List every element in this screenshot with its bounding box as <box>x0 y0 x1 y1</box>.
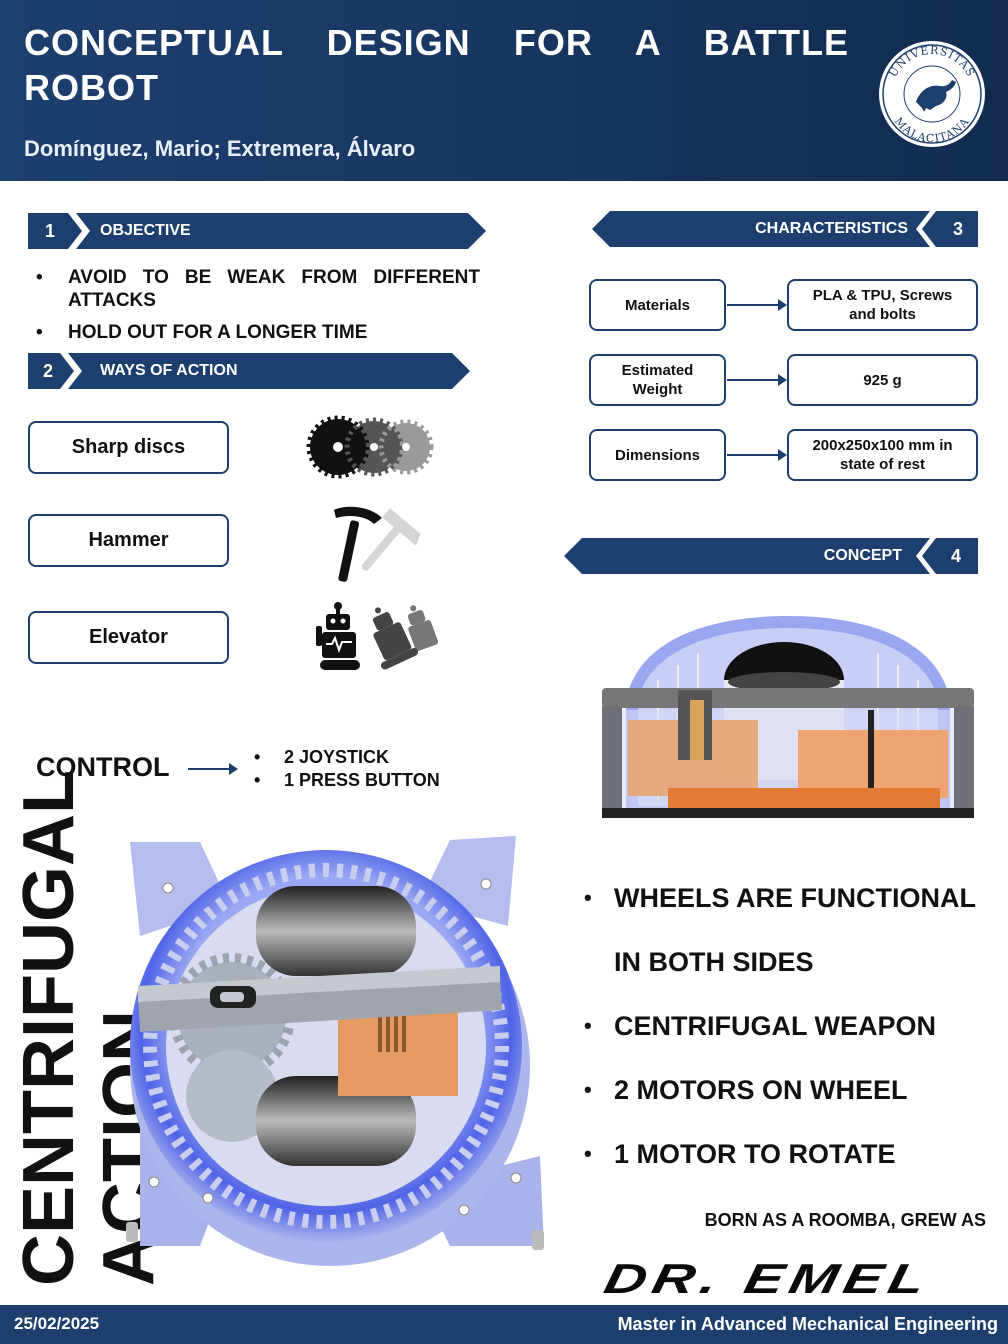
objective-item: HOLD OUT FOR A LONGER TIME <box>30 321 480 344</box>
footer-bar: 25/02/2025 Master in Advanced Mechanical… <box>0 1305 1008 1344</box>
characteristics-title: CHARACTERISTICS <box>755 220 908 237</box>
char-value-dimensions: 200x250x100 mm in state of rest <box>787 429 978 481</box>
control-item: 1 PRESS BUTTON <box>252 769 440 792</box>
robots-icon <box>316 602 439 670</box>
header-banner: CONCEPTUAL DESIGN FOR A BATTLE ROBOT Dom… <box>0 0 1008 181</box>
vertical-text-centrifugal: CENTRIFUGAL <box>9 770 89 1286</box>
tagline: BORN AS A ROOMBA, GREW AS <box>704 1210 986 1230</box>
objective-title: OBJECTIVE <box>100 222 191 239</box>
char-value-materials: PLA & TPU, Screws and bolts <box>787 279 978 331</box>
way-elevator: Elevator <box>28 611 229 664</box>
poster-title: CONCEPTUAL DESIGN FOR A BATTLE ROBOT <box>24 22 849 108</box>
feature-item-continued: IN BOTH SIDES <box>614 947 814 977</box>
ways-header <box>28 353 470 389</box>
objective-number: 1 <box>44 220 55 241</box>
char-value-weight: 925 g <box>787 354 978 406</box>
ways-title: WAYS OF ACTION <box>100 362 238 379</box>
feature-item: CENTRIFUGAL WEAPON <box>584 994 976 1058</box>
char-name-weight: Estimated Weight <box>589 354 726 406</box>
char-name-dimensions: Dimensions <box>589 429 726 481</box>
objective-item: AVOID TO BE WEAK FROM DIFFERENT ATTACKS <box>30 266 480 312</box>
char-arrow <box>727 299 787 311</box>
characteristics-header <box>592 211 978 247</box>
robot-isometric-render <box>126 836 544 1266</box>
university-seal-icon: UNIVERSITAS MALACITANA <box>879 41 985 147</box>
footer-date: 25/02/2025 <box>14 1314 100 1333</box>
concept-title: CONCEPT <box>823 547 902 564</box>
concept-header <box>564 538 978 574</box>
robot-name-logo: DR. EMEL <box>600 1255 936 1303</box>
char-arrow <box>727 374 787 386</box>
feature-item: 2 MOTORS ON WHEEL <box>584 1058 976 1122</box>
objective-list: AVOID TO BE WEAK FROM DIFFERENT ATTACKS … <box>30 266 480 344</box>
footer-program: Master in Advanced Mechanical Engineerin… <box>617 1314 998 1334</box>
objective-header <box>28 213 486 249</box>
concept-number: 4 <box>950 545 961 566</box>
saw-discs-icon <box>306 415 434 479</box>
robot-cutaway-render <box>602 616 974 818</box>
control-item: 2 JOYSTICK <box>252 746 440 769</box>
feature-item: WHEELS ARE FUNCTIONAL <box>584 866 976 930</box>
control-label: CONTROL <box>36 752 170 782</box>
control-list: 2 JOYSTICK 1 PRESS BUTTON <box>252 746 440 792</box>
way-sharp-discs: Sharp discs <box>28 421 229 474</box>
char-name-materials: Materials <box>589 279 726 331</box>
control-arrow <box>188 763 238 775</box>
way-hammer: Hammer <box>28 514 229 567</box>
characteristics-number: 3 <box>952 218 963 239</box>
char-arrow <box>727 449 787 461</box>
ways-number: 2 <box>42 360 53 381</box>
feature-item: 1 MOTOR TO ROTATE <box>584 1122 976 1186</box>
hammer-icon <box>334 506 421 582</box>
poster-authors: Domínguez, Mario; Extremera, Álvaro <box>24 136 416 161</box>
feature-list: WHEELS ARE FUNCTIONAL IN BOTH SIDES CENT… <box>584 866 976 1186</box>
